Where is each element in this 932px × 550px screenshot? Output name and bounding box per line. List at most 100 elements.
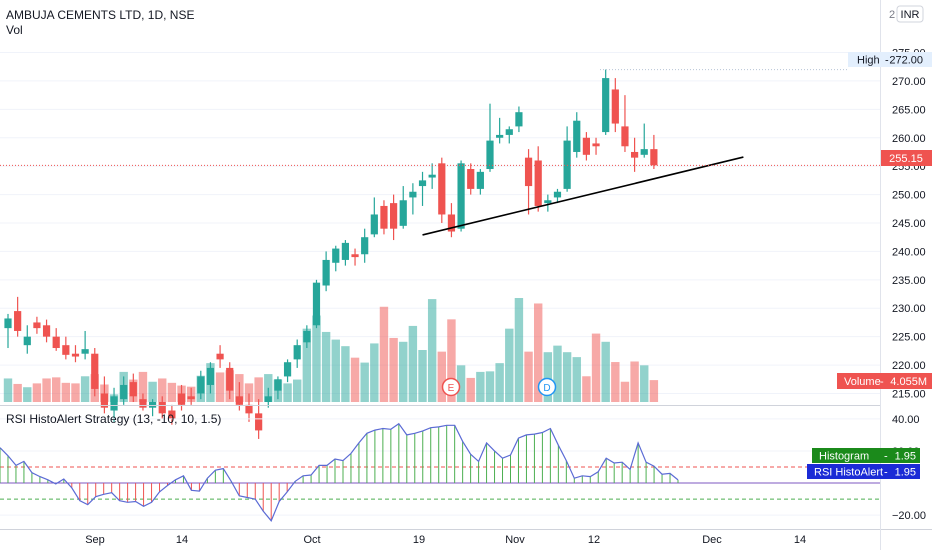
earnings-marker[interactable]: E [441,377,461,397]
candle-body [139,399,147,408]
price-grid [0,52,880,394]
candle [467,163,475,195]
high-dash: - [885,55,889,67]
candle [447,203,456,238]
volume-bar [360,362,369,402]
candle-body [447,214,456,232]
candle [149,399,157,417]
volume-bar [611,362,620,402]
histogram-badge: Histogram - 1.95 [812,448,920,463]
symbol-title[interactable]: AMBUJA CEMENTS LTD, 1D, NSE [6,8,195,22]
candle-body [187,396,195,400]
candle [438,157,446,223]
volume-legend[interactable]: Vol [6,23,23,37]
candle [100,376,108,414]
volume-bar [3,378,13,402]
currency-badge[interactable]: INR [901,9,920,21]
scale-badge[interactable]: 2 [889,9,895,21]
volume-bar [562,352,572,402]
dividend-marker-letter: D [543,383,550,394]
volume-bar [80,376,90,402]
volume-bar [601,341,610,402]
candle-body [42,325,51,337]
price-axis[interactable]: 275.00270.00265.00260.00255.00250.00245.… [892,48,926,401]
scale-badges[interactable]: 2 INR [889,5,924,23]
volume-bar [418,350,427,402]
candle [129,373,137,402]
volume-badge-value: 4.055M [890,376,927,388]
price-tick-label: 215.00 [892,388,926,400]
volume-bar [23,387,32,402]
time-tick-label: 12 [588,534,600,546]
last-price-badge: 255.15 [881,150,932,166]
candle-body [33,322,41,329]
time-axis[interactable]: Sep 14 Oct 19 Nov 12 Dec 14 [85,534,806,546]
candle [71,345,80,363]
candle [611,78,619,133]
trend-line[interactable] [422,156,744,236]
dividend-marker-circle[interactable] [537,377,557,397]
candles [4,69,658,439]
candle-body [631,151,639,158]
volume-bar [71,383,80,402]
volume-badge-box [837,373,932,389]
candle-body [399,200,407,226]
volume-bar [524,351,533,402]
candle-body [351,254,359,258]
candle-body [650,149,658,166]
candle-body [91,353,99,389]
candle-body [120,384,128,400]
candle-body [428,174,436,178]
volume-bar [543,352,553,402]
rsi-badge-box [807,464,920,479]
candle-body [71,353,80,357]
volume-bar [370,343,379,402]
candle-body [158,402,166,414]
dividend-marker[interactable]: D [537,377,557,397]
candle-body [515,112,523,127]
candle [322,251,330,292]
candle [505,126,513,144]
candle-body [582,137,590,155]
candle [332,245,340,272]
candle-body [14,311,22,331]
currency-badge-box[interactable] [896,5,924,23]
volume-bar [437,351,446,402]
volume-bar [553,345,562,402]
candle [187,387,195,405]
volume-bar [158,378,167,402]
candle [293,339,301,368]
candle [428,163,436,189]
candle [197,370,205,400]
candle [399,186,407,229]
candle [52,328,60,351]
volume-bar [640,365,649,402]
volume-bar [167,382,177,402]
candle-body [274,379,282,391]
time-tick-label: Oct [303,534,320,546]
volume-bar [495,363,504,402]
volume-bar [620,381,630,402]
candle-body [81,349,89,354]
volume-badge-dash: - [880,376,884,388]
candle [563,126,571,192]
candle-body [573,120,581,152]
candle [206,362,215,394]
price-tick-label: 230.00 [892,303,926,315]
earnings-marker-circle[interactable] [441,377,461,397]
candle [621,95,629,152]
candle [168,404,176,425]
candle-body [611,89,619,124]
indicator-title[interactable]: RSI HistoAlert Strategy (13, -10, 10, 1.… [6,412,222,426]
candle-body [293,345,301,360]
price-tick-label: 265.00 [892,104,926,116]
candle [476,169,484,195]
candle [380,200,388,235]
candle-body [438,163,446,215]
candle [640,123,648,158]
candle [544,194,552,212]
candle-body [341,242,349,260]
time-tick-label: 14 [794,534,806,546]
